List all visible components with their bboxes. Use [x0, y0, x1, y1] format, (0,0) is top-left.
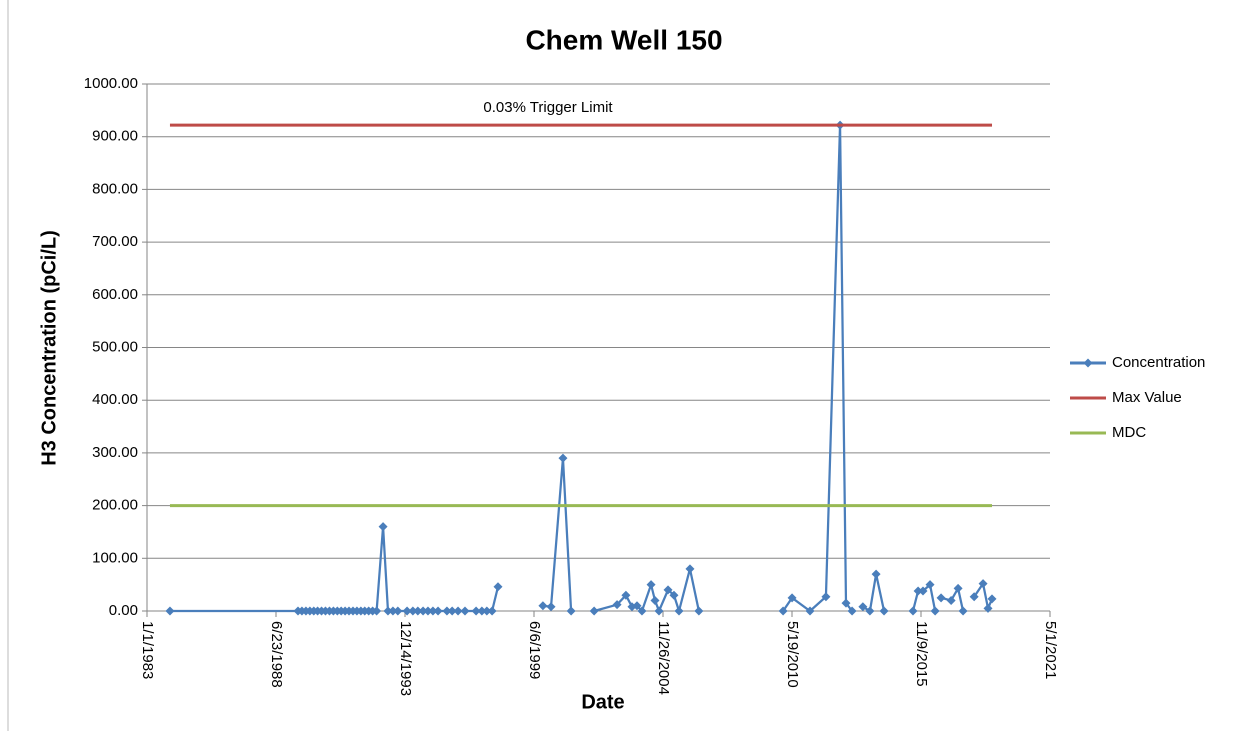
marker: [632, 601, 642, 611]
marker: [482, 606, 492, 616]
y-tick-label: 400.00: [92, 391, 138, 408]
marker: [969, 592, 979, 602]
marker: [538, 601, 548, 611]
marker: [493, 582, 503, 592]
marker: [621, 590, 631, 600]
legend-label: Concentration: [1112, 354, 1205, 371]
marker: [388, 606, 398, 616]
marker: [841, 598, 851, 608]
y-tick-label: 100.00: [92, 549, 138, 566]
marker: [858, 602, 868, 612]
marker: [418, 606, 428, 616]
marker: [453, 606, 463, 616]
x-tick-label: 5/1/2021: [1042, 621, 1059, 679]
marker: [918, 586, 928, 596]
y-tick-label: 800.00: [92, 180, 138, 197]
x-tick-label: 6/23/1988: [268, 621, 285, 688]
marker: [650, 595, 660, 605]
marker: [612, 600, 622, 610]
marker: [913, 586, 923, 596]
marker: [865, 606, 875, 616]
marker: [378, 522, 388, 532]
marker: [847, 606, 857, 616]
marker: [428, 606, 438, 616]
marker: [685, 564, 695, 574]
marker: [402, 606, 412, 616]
y-tick-label: 500.00: [92, 338, 138, 355]
marker: [879, 606, 889, 616]
x-axis-title: Date: [581, 691, 624, 713]
y-tick-label: 600.00: [92, 286, 138, 303]
y-tick-label: 0.00: [109, 602, 138, 619]
marker: [987, 594, 997, 604]
marker: [460, 606, 470, 616]
marker: [930, 606, 940, 616]
marker: [646, 580, 656, 590]
marker: [936, 593, 946, 603]
legend-label: Max Value: [1112, 389, 1182, 406]
marker: [442, 606, 452, 616]
marker: [423, 606, 433, 616]
marker: [946, 595, 956, 605]
y-tick-label: 900.00: [92, 128, 138, 145]
marker: [408, 606, 418, 616]
marker: [663, 585, 673, 595]
y-axis-title: H3 Concentration (pCi/L): [38, 230, 60, 466]
y-tick-label: 1000.00: [84, 75, 138, 92]
x-tick-label: 6/6/1999: [526, 621, 543, 679]
marker: [413, 606, 423, 616]
marker: [558, 453, 568, 463]
marker: [393, 606, 403, 616]
marker: [654, 606, 664, 616]
marker: [925, 580, 935, 590]
marker: [669, 590, 679, 600]
x-tick-label: 5/19/2010: [784, 621, 801, 688]
marker: [778, 606, 788, 616]
marker: [953, 583, 963, 593]
marker: [787, 593, 797, 603]
y-tick-label: 300.00: [92, 444, 138, 461]
marker: [165, 606, 175, 616]
marker: [589, 606, 599, 616]
marker: [805, 606, 815, 616]
x-tick-label: 1/1/1983: [139, 621, 156, 679]
marker: [487, 606, 497, 616]
legend-marker: [1083, 358, 1093, 368]
chart-title: Chem Well 150: [525, 24, 722, 55]
marker: [674, 606, 684, 616]
x-tick-label: 12/14/1993: [397, 621, 414, 696]
marker: [958, 606, 968, 616]
marker: [372, 606, 382, 616]
y-tick-label: 200.00: [92, 497, 138, 514]
marker: [471, 606, 481, 616]
marker: [433, 606, 443, 616]
marker: [477, 606, 487, 616]
marker: [383, 606, 393, 616]
marker: [546, 602, 556, 612]
marker: [694, 606, 704, 616]
marker: [566, 606, 576, 616]
marker: [637, 606, 647, 616]
legend-label: MDC: [1112, 424, 1146, 441]
marker: [983, 603, 993, 613]
marker: [871, 569, 881, 579]
marker: [978, 579, 988, 589]
annotation: 0.03% Trigger Limit: [483, 99, 613, 116]
x-tick-label: 11/9/2015: [913, 621, 930, 687]
y-tick-label: 700.00: [92, 233, 138, 250]
x-tick-label: 11/26/2004: [655, 621, 672, 695]
marker: [447, 606, 457, 616]
marker: [821, 592, 831, 602]
marker: [908, 606, 918, 616]
